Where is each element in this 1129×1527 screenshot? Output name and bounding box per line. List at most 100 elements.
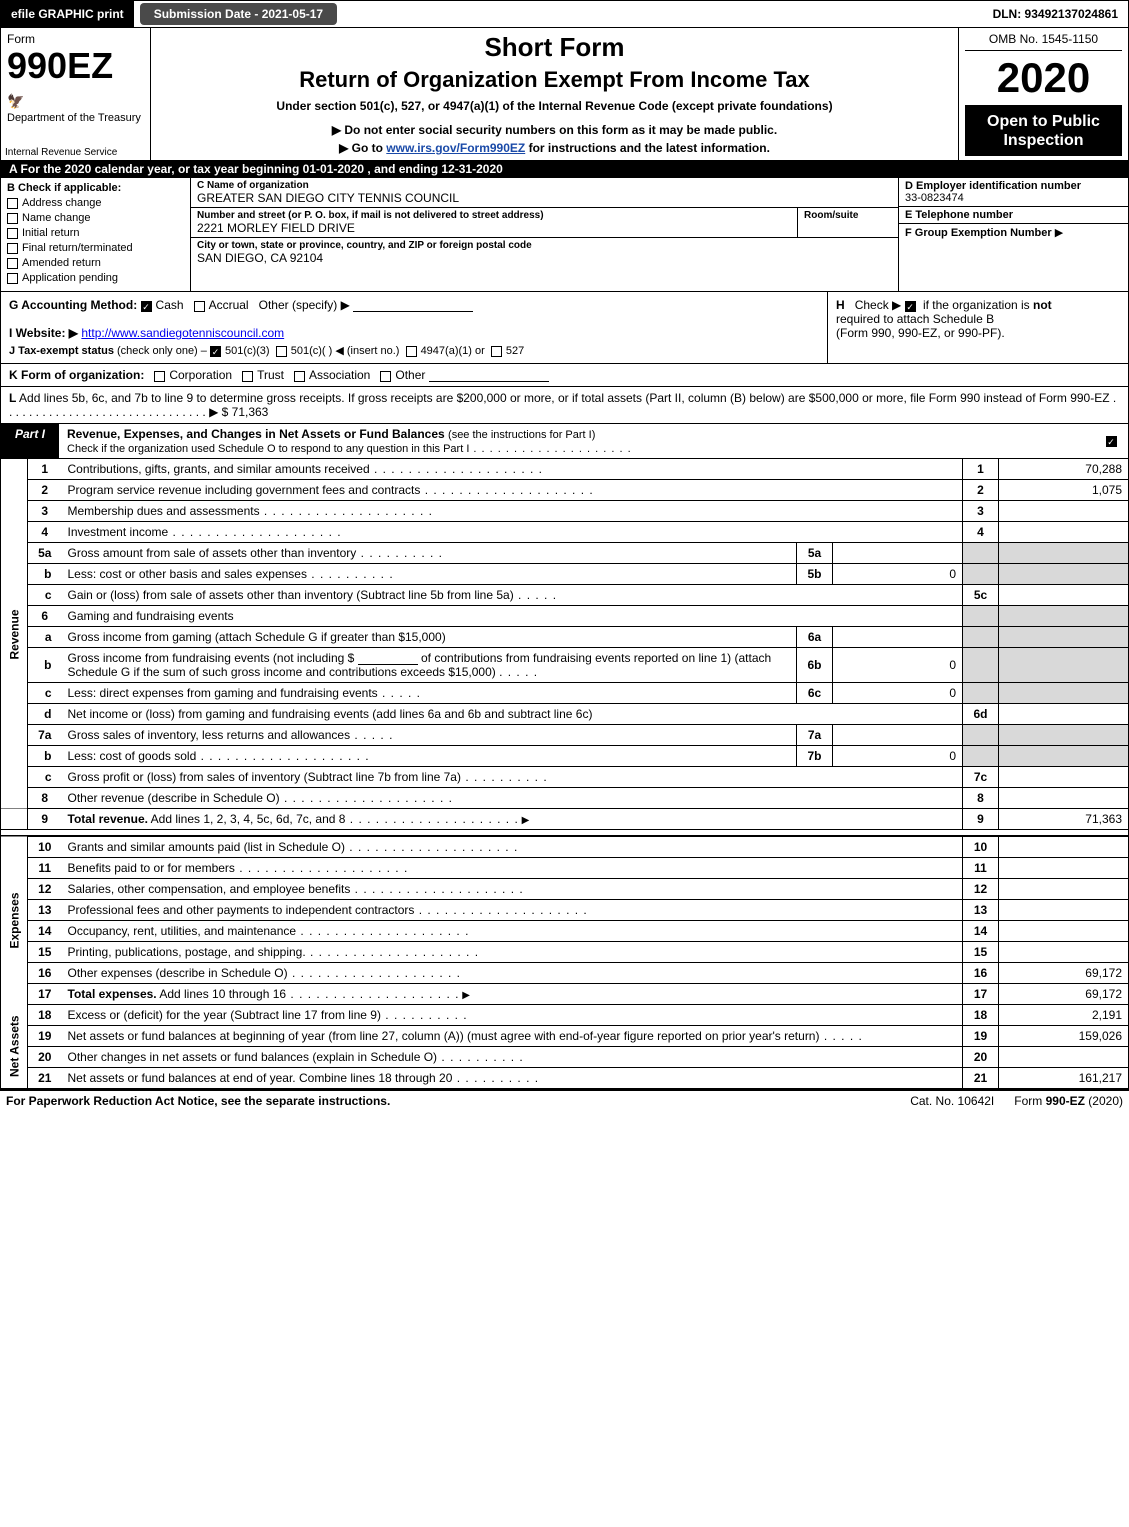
checkbox-501c3[interactable]: ✓ xyxy=(210,346,221,357)
line-desc: Gaming and fundraising events xyxy=(62,606,963,627)
line-desc: Excess or (deficit) for the year (Subtra… xyxy=(62,1004,963,1025)
sub-label: 6c xyxy=(797,683,833,704)
line-num: 21 xyxy=(28,1067,62,1088)
line-num: 1 xyxy=(28,459,62,480)
line-num-right: 15 xyxy=(963,941,999,962)
line-num-right: 19 xyxy=(963,1025,999,1046)
footer-pre: Form xyxy=(1014,1094,1045,1108)
l17-rest: Add lines 10 through 16 xyxy=(157,987,460,1001)
line-num-right: 4 xyxy=(963,522,999,543)
line-desc: Gross profit or (loss) from sales of inv… xyxy=(62,767,963,788)
line-num: 9 xyxy=(28,809,62,830)
b-initial: Initial return xyxy=(22,227,79,239)
k-other-input[interactable] xyxy=(429,370,549,382)
c-street: 2221 MORLEY FIELD DRIVE xyxy=(197,221,791,235)
efile-print-label[interactable]: efile GRAPHIC print xyxy=(1,1,134,27)
line-num: 15 xyxy=(28,941,62,962)
b-label: B Check if applicable: xyxy=(7,182,184,194)
checkbox-4947[interactable] xyxy=(406,346,417,357)
dln-label: DLN: 93492137024861 xyxy=(983,1,1128,27)
checkbox-assoc[interactable] xyxy=(294,371,305,382)
line-a-end: 12-31-2020 xyxy=(441,162,502,176)
part1-title-block: Revenue, Expenses, and Changes in Net As… xyxy=(59,424,1098,458)
line-desc: Gross income from gaming (attach Schedul… xyxy=(62,627,797,648)
website-link[interactable]: http://www.sandiegotenniscouncil.com xyxy=(81,326,284,340)
checkbox-trust[interactable] xyxy=(242,371,253,382)
section-k: K Form of organization: Corporation Trus… xyxy=(0,364,1129,387)
checkbox-h[interactable]: ✓ xyxy=(905,301,916,312)
table-row: 4 Investment income 4 xyxy=(1,522,1129,543)
l6b-amount-input[interactable] xyxy=(358,653,418,665)
d-label: D Employer identification number xyxy=(905,180,1122,192)
line-value xyxy=(999,585,1129,606)
table-row: 6 Gaming and fundraising events xyxy=(1,606,1129,627)
shaded-cell xyxy=(999,627,1129,648)
line-value xyxy=(999,941,1129,962)
line-desc-17: Total expenses. Add lines 10 through 16 xyxy=(62,983,963,1004)
goto-post: for instructions and the latest informat… xyxy=(525,141,770,155)
checkbox-final-return[interactable] xyxy=(7,243,18,254)
line-num-right: 9 xyxy=(963,809,999,830)
checkbox-accrual[interactable] xyxy=(194,301,205,312)
spacer xyxy=(343,1,982,27)
header-right: OMB No. 1545-1150 2020 Open to Public In… xyxy=(958,28,1128,160)
k-label: K Form of organization: xyxy=(9,368,144,382)
goto-link[interactable]: www.irs.gov/Form990EZ xyxy=(386,141,525,155)
checkbox-corp[interactable] xyxy=(154,371,165,382)
l9-bold: Total revenue. xyxy=(68,812,148,826)
line-value xyxy=(999,899,1129,920)
g-other-input[interactable] xyxy=(353,300,473,312)
line-num: 7a xyxy=(28,725,62,746)
table-row: 7a Gross sales of inventory, less return… xyxy=(1,725,1129,746)
line-value xyxy=(999,767,1129,788)
line-value: 69,172 xyxy=(999,983,1129,1004)
line-num: 16 xyxy=(28,962,62,983)
checkbox-initial-return[interactable] xyxy=(7,228,18,239)
line-desc: Gross sales of inventory, less returns a… xyxy=(62,725,797,746)
shaded-cell xyxy=(963,648,999,683)
line-num: 8 xyxy=(28,788,62,809)
line-desc-6b: Gross income from fundraising events (no… xyxy=(62,648,797,683)
checkbox-application-pending[interactable] xyxy=(7,273,18,284)
line-num: b xyxy=(28,648,62,683)
table-row: 11 Benefits paid to or for members 11 xyxy=(1,857,1129,878)
line-a-tax-year: A For the 2020 calendar year, or tax yea… xyxy=(0,160,1129,178)
irs-service-label: Internal Revenue Service xyxy=(5,147,117,158)
line-value: 1,075 xyxy=(999,480,1129,501)
line-value xyxy=(999,788,1129,809)
h-label: H xyxy=(836,298,845,312)
line-num: d xyxy=(28,704,62,725)
checkbox-name-change[interactable] xyxy=(7,213,18,224)
line-value xyxy=(999,920,1129,941)
line-desc: Membership dues and assessments xyxy=(62,501,963,522)
shaded-cell xyxy=(963,627,999,648)
d-ein: 33-0823474 xyxy=(905,192,1122,204)
checkbox-other-org[interactable] xyxy=(380,371,391,382)
line-value xyxy=(999,501,1129,522)
part1-sub: (see the instructions for Part I) xyxy=(448,429,595,441)
gh-row: G Accounting Method: ✓Cash Accrual Other… xyxy=(0,292,1129,364)
checkbox-schedule-o[interactable]: ✓ xyxy=(1106,436,1117,447)
line-num-right: 8 xyxy=(963,788,999,809)
sub-label: 7b xyxy=(797,746,833,767)
line-num: 4 xyxy=(28,522,62,543)
line-desc: Gain or (loss) from sale of assets other… xyxy=(62,585,963,606)
shaded-cell xyxy=(999,606,1129,627)
line-desc: Occupancy, rent, utilities, and maintena… xyxy=(62,920,963,941)
checkbox-cash[interactable]: ✓ xyxy=(141,301,152,312)
line-desc: Investment income xyxy=(62,522,963,543)
line-num: 18 xyxy=(28,1004,62,1025)
e-label: E Telephone number xyxy=(905,209,1122,221)
table-row: b Less: cost of goods sold 7b 0 xyxy=(1,746,1129,767)
line-desc: Printing, publications, postage, and shi… xyxy=(62,941,963,962)
c-name-label: C Name of organization xyxy=(197,180,892,191)
under-section-text: Under section 501(c), 527, or 4947(a)(1)… xyxy=(161,99,948,113)
checkbox-amended-return[interactable] xyxy=(7,258,18,269)
table-row: 13 Professional fees and other payments … xyxy=(1,899,1129,920)
line-value xyxy=(999,704,1129,725)
checkbox-address-change[interactable] xyxy=(7,198,18,209)
checkbox-501c[interactable] xyxy=(276,346,287,357)
section-h: H Check ▶ ✓ if the organization is not r… xyxy=(828,292,1128,363)
checkbox-527[interactable] xyxy=(491,346,502,357)
table-row: 3 Membership dues and assessments 3 xyxy=(1,501,1129,522)
